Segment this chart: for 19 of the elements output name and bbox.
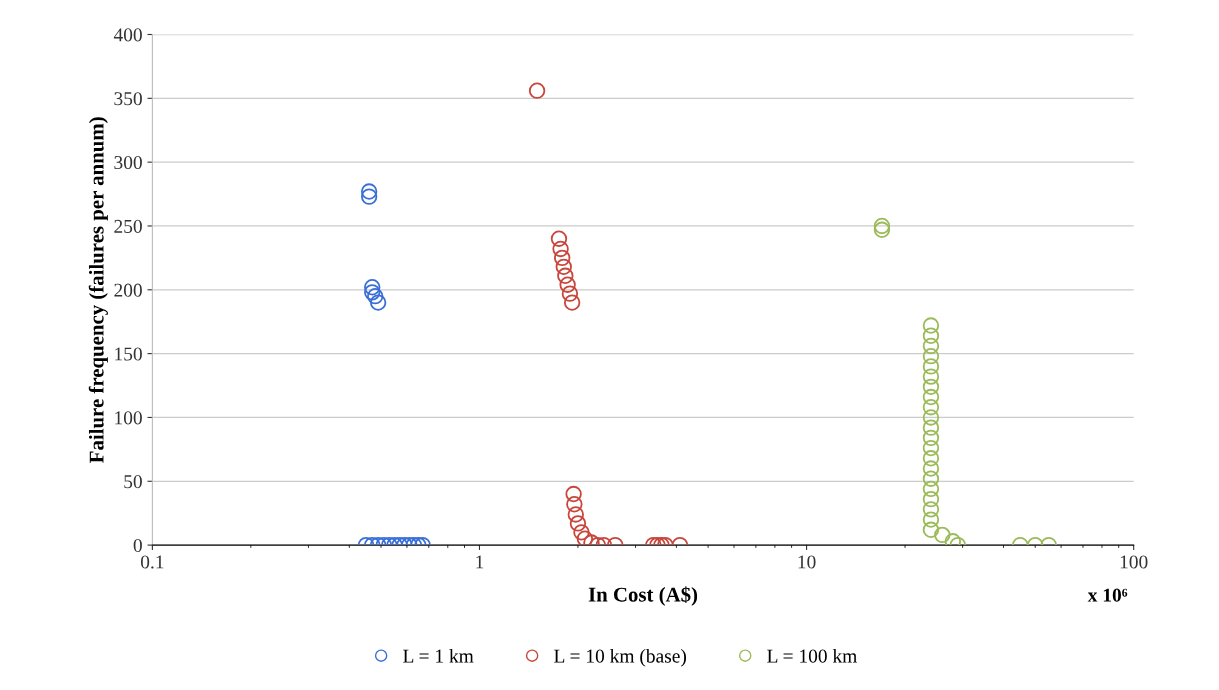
y-tick-label: 400 xyxy=(113,28,142,42)
y-tick-label: 250 xyxy=(114,219,142,233)
x-tick-label: 100 xyxy=(1120,555,1148,569)
x-tick-label: 0.1 xyxy=(140,555,164,569)
y-tick-label: 0 xyxy=(133,538,142,553)
text: x 10⁶ xyxy=(1087,588,1128,602)
y-tick-label: 100 xyxy=(115,411,142,425)
legend-label: L = 100 km xyxy=(767,648,857,663)
y-tick-label: 200 xyxy=(114,283,142,297)
x-axis-title: In Cost (A$) xyxy=(588,586,698,606)
legend-label: L = 1 km xyxy=(403,648,474,663)
legend-label: L = 10 km (base) xyxy=(554,648,687,667)
y-tick-label: 350 xyxy=(114,92,142,106)
x-tick-label: 1 xyxy=(476,555,484,569)
y-axis-title: Failure frequency (failures per annum) xyxy=(88,117,108,463)
x-tick-label: 10 xyxy=(798,555,816,569)
y-tick-label: 50 xyxy=(124,475,142,489)
y-tick-label: 300 xyxy=(114,155,142,170)
y-tick-label: 150 xyxy=(115,347,142,361)
